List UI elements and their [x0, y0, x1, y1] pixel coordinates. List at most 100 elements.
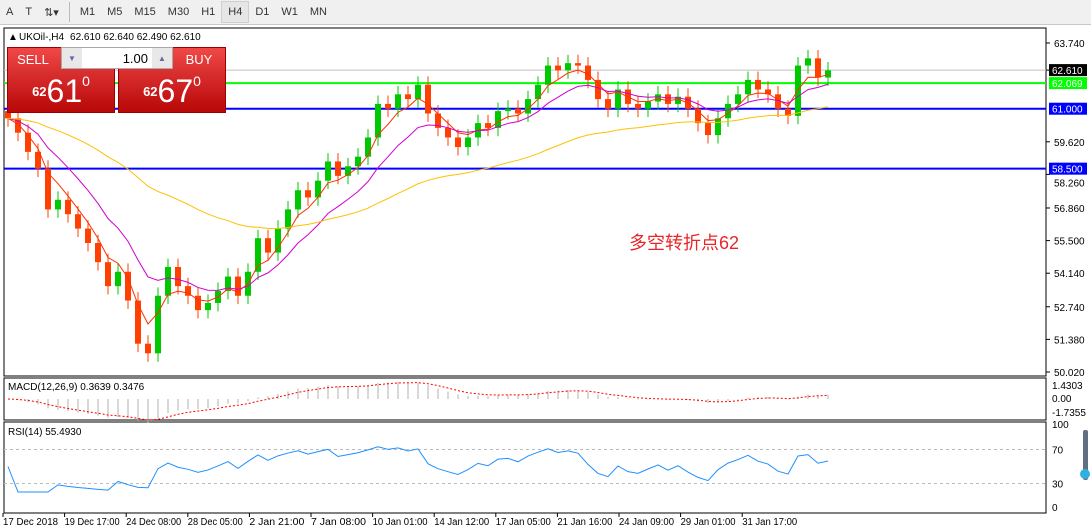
lot-decrease-button[interactable]: ▼ — [62, 48, 82, 68]
lot-increase-button[interactable]: ▲ — [152, 48, 172, 68]
toolbar-button-d1[interactable]: D1 — [255, 6, 270, 18]
price-tick-label: 63.740 — [1054, 39, 1085, 50]
time-label: 17 Dec 2018 — [3, 517, 58, 528]
rsi-tick-label: 0 — [1052, 503, 1058, 514]
chart-annotation: 多空转折点62 — [629, 233, 740, 253]
rsi-tick-label: 70 — [1052, 446, 1064, 457]
candle-body — [725, 103, 731, 119]
time-label: 17 Jan 05:00 — [496, 517, 551, 528]
level-label: 58.500 — [1052, 165, 1083, 176]
ma-fast-line — [7, 69, 829, 325]
candle-body — [305, 190, 311, 198]
level-badge — [1049, 77, 1087, 90]
candle-body — [495, 111, 501, 128]
buy-price-big: 67 — [157, 73, 194, 109]
toolbar-button-t[interactable]: T — [25, 6, 33, 18]
candle-body — [205, 302, 211, 311]
candle-body — [105, 262, 111, 287]
lot-stepper[interactable]: ▼ 1.00 ▲ — [61, 47, 173, 69]
candle-body — [275, 228, 281, 253]
price-tick-label: 50.020 — [1054, 368, 1085, 379]
candle-body — [485, 123, 491, 128]
candle-body — [385, 103, 391, 109]
buy-label: BUY — [185, 52, 213, 67]
toolbar-button-w1[interactable]: W1 — [281, 6, 298, 18]
candle-body — [95, 242, 101, 263]
one-click-trading-panel: SELL 62610 ▼ 1.00 ▲ BUY 62670 — [7, 47, 226, 113]
candle-body — [125, 271, 131, 301]
candle-body — [425, 84, 431, 114]
time-label: 31 Jan 17:00 — [742, 517, 797, 528]
candle-body — [645, 101, 651, 109]
price-chart[interactable]: ▲ UKOil-,H4 62.610 62.640 62.490 62.61063.… — [0, 26, 1091, 529]
candle-body — [5, 111, 11, 119]
level-label: 62.069 — [1052, 79, 1083, 90]
candle-body — [25, 132, 31, 152]
candle-body — [435, 113, 441, 128]
candle-body — [75, 214, 81, 229]
price-tick-label: 51.380 — [1054, 335, 1085, 346]
sell-button[interactable]: SELL 62610 — [7, 47, 115, 113]
draw-tools-icon[interactable]: ⇅▾ — [44, 6, 59, 19]
chart-header-arrow: ▲ — [8, 32, 18, 43]
time-label: 24 Dec 08:00 — [126, 517, 181, 528]
candle-body — [325, 161, 331, 181]
candle-body — [745, 79, 751, 95]
candle-body — [295, 190, 301, 210]
candle-body — [145, 343, 151, 354]
candle-body — [665, 94, 671, 104]
level-label: 61.000 — [1052, 105, 1083, 116]
candle-body — [635, 103, 641, 109]
ma-mid-line — [7, 83, 829, 291]
candle-body — [165, 266, 171, 296]
toolbar-button-m5[interactable]: M5 — [107, 6, 123, 18]
time-label: 2 Jan 21:00 — [249, 517, 304, 528]
buy-price-pip: 0 — [193, 73, 201, 89]
candle-body — [555, 65, 561, 71]
toolbar-button-m15[interactable]: M15 — [134, 6, 156, 18]
time-label: 24 Jan 09:00 — [619, 517, 674, 528]
candle-body — [585, 65, 591, 80]
toolbar-button-h4[interactable]: H4 — [221, 1, 250, 23]
sell-price-pip: 0 — [82, 73, 90, 89]
candle-body — [185, 286, 191, 296]
toolbar-button-a[interactable]: A — [6, 6, 14, 18]
current-price-label: 62.610 — [1052, 66, 1083, 77]
price-tick-label: 59.620 — [1054, 138, 1085, 149]
rsi-label: RSI(14) 55.4930 — [8, 427, 82, 438]
candle-body — [565, 63, 571, 71]
candle-body — [65, 199, 71, 215]
candle-body — [375, 103, 381, 138]
candle-body — [175, 266, 181, 287]
candle-body — [225, 276, 231, 291]
candle-body — [15, 118, 21, 133]
buy-price-prefix: 62 — [143, 84, 158, 99]
macd-tick-label: 1.4303 — [1052, 381, 1083, 392]
rsi-tick-label: 30 — [1052, 480, 1064, 491]
candle-body — [55, 199, 61, 210]
candle-body — [35, 151, 41, 169]
candle-body — [455, 137, 461, 148]
price-tick-label: 54.140 — [1054, 269, 1085, 280]
lot-input[interactable]: 1.00 — [122, 50, 148, 66]
candle-body — [345, 166, 351, 176]
candle-body — [575, 63, 581, 66]
candle-body — [825, 70, 831, 78]
toolbar-button-m1[interactable]: M1 — [79, 6, 96, 18]
candle-body — [155, 295, 161, 354]
candle-body — [45, 168, 51, 210]
toolbar-button-m30[interactable]: M30 — [167, 6, 190, 18]
candle-body — [805, 58, 811, 66]
candle-body — [705, 123, 711, 136]
price-tick-label: 56.860 — [1054, 204, 1085, 215]
candle-body — [315, 180, 321, 198]
sell-price-big: 61 — [46, 73, 83, 109]
toolbar-button-h1[interactable]: H1 — [201, 6, 216, 18]
candle-body — [395, 94, 401, 109]
candle-body — [595, 79, 601, 100]
candle-body — [735, 94, 741, 104]
toolbar: A T ⇅▾ M1 M5 M15 M30 H1 H4 D1 W1 MN — [0, 0, 1091, 25]
toolbar-button-mn[interactable]: MN — [309, 6, 327, 18]
sell-price-prefix: 62 — [32, 84, 47, 99]
candle-body — [255, 238, 261, 272]
